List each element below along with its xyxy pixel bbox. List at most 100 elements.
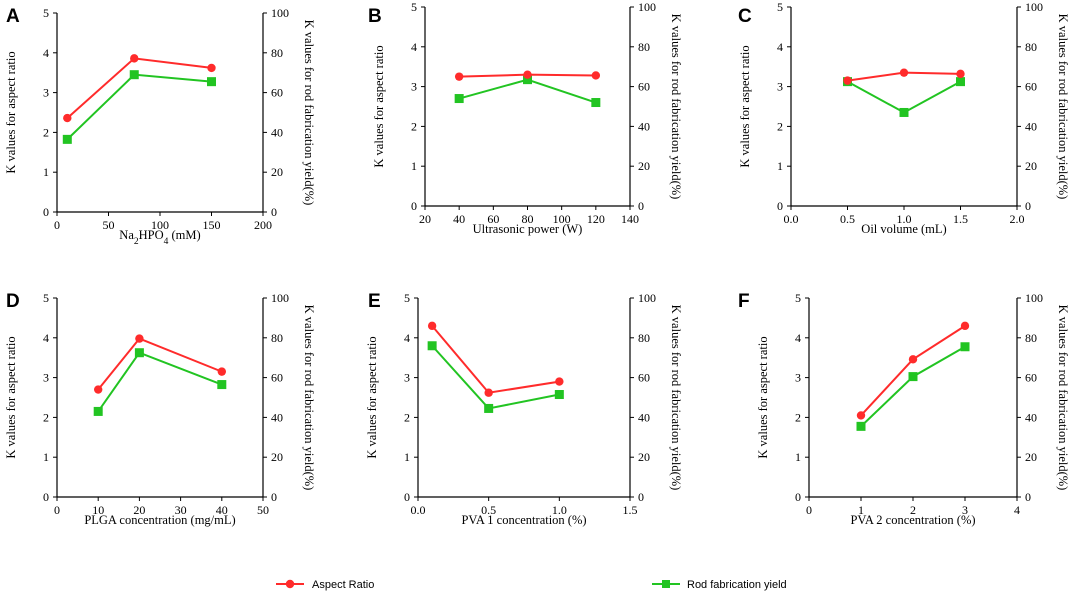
x-axis-title: PLGA concentration (mg/mL) (84, 513, 235, 527)
aspect-ratio-line (97, 337, 223, 391)
x-tick-label: 140 (621, 212, 639, 226)
legend-aspect-label: Aspect Ratio (312, 579, 374, 591)
y-tick-label: 4 (411, 40, 417, 54)
panel-letter: E (368, 291, 381, 312)
legend-yield-marker (662, 580, 670, 588)
y2-tick-label: 80 (1025, 331, 1037, 345)
x-tick-label: 200 (254, 218, 272, 232)
x-tick-label: 100 (553, 212, 571, 226)
y-tick-label: 4 (795, 331, 801, 345)
y2-tick-label: 20 (638, 450, 650, 464)
x-tick-label: 100 (151, 218, 169, 232)
y2-tick-label: 80 (271, 331, 283, 345)
x-tick-label: 50 (103, 218, 115, 232)
y-axis-title: K values for aspect ratio (4, 51, 18, 173)
yield-point (523, 75, 532, 85)
x-tick-label: 0 (54, 218, 60, 232)
y-axis-title: K values for aspect ratio (756, 336, 770, 458)
legend-yield-label: Rod fabrication yield (687, 579, 787, 591)
y2-tick-label: 40 (638, 410, 650, 424)
y-tick-label: 1 (43, 450, 49, 464)
x-tick-label: 20 (419, 212, 431, 226)
y-tick-label: 4 (43, 46, 49, 60)
legend: Aspect Ratio Rod fabrication yield (276, 579, 787, 591)
x-axis-title-part: 4 (164, 237, 169, 247)
y2-tick-label: 0 (271, 205, 277, 219)
x-tick-label: 3 (962, 503, 968, 517)
aspect-ratio-point (207, 63, 216, 73)
y2-tick-label: 100 (271, 291, 289, 305)
y2-tick-label: 60 (1025, 371, 1037, 385)
x-tick-label: 1.5 (953, 212, 968, 226)
x-tick-label: 0.0 (411, 503, 426, 517)
y-tick-label: 3 (411, 80, 417, 94)
yield-line (66, 73, 212, 141)
y2-tick-label: 60 (638, 80, 650, 94)
x-tick-label: 50 (257, 503, 269, 517)
y-tick-label: 5 (411, 0, 417, 14)
y2-tick-label: 0 (1025, 199, 1031, 213)
aspect-ratio-point (960, 321, 970, 331)
y-tick-label: 1 (795, 450, 801, 464)
x-tick-label: 2.0 (1010, 212, 1025, 226)
x-axis-title-part: 2 (134, 237, 139, 247)
y-tick-label: 3 (43, 86, 49, 100)
yield-point (427, 341, 437, 351)
aspect-ratio-point (555, 377, 564, 386)
y2-tick-label: 40 (1025, 410, 1037, 424)
y-axis-title: K values for aspect ratio (4, 336, 18, 458)
y2-axis-title: K values for rod fabrication yield(%) (302, 305, 316, 491)
x-tick-label: 0 (806, 503, 812, 517)
yield-line (847, 80, 961, 114)
y-tick-label: 1 (777, 159, 783, 173)
y-tick-label: 1 (404, 450, 410, 464)
yield-point (134, 348, 144, 358)
x-axis-title-part: Na (119, 228, 134, 242)
yield-point (129, 70, 139, 80)
y-tick-label: 3 (43, 371, 49, 385)
y-axis-title: K values for aspect ratio (365, 336, 379, 458)
y-tick-label: 0 (777, 199, 783, 213)
y2-tick-label: 20 (638, 159, 650, 173)
y-tick-label: 2 (43, 410, 49, 424)
aspect-ratio-point (523, 70, 532, 79)
x-tick-label: 20 (133, 503, 145, 517)
y-tick-label: 5 (404, 291, 410, 305)
x-tick-label: 40 (453, 212, 465, 226)
y2-tick-label: 40 (271, 125, 283, 139)
y-tick-label: 1 (43, 165, 49, 179)
yield-point (956, 77, 965, 87)
aspect-ratio-point (856, 411, 866, 420)
x-axis-title: Ultrasonic power (W) (473, 222, 583, 236)
y-tick-label: 4 (404, 331, 410, 345)
y-axis-title: K values for aspect ratio (738, 45, 752, 167)
y2-tick-label: 20 (271, 165, 283, 179)
y2-axis-title: K values for rod fabrication yield(%) (669, 14, 683, 200)
aspect-ratio-point (899, 68, 909, 77)
y-axis-title: K values for aspect ratio (372, 45, 386, 167)
x-tick-label: 1.5 (623, 503, 638, 517)
x-tick-label: 2 (910, 503, 916, 517)
x-tick-label: 4 (1014, 503, 1020, 517)
y2-tick-label: 60 (271, 371, 283, 385)
y-tick-label: 1 (411, 159, 417, 173)
y2-axis-title: K values for rod fabrication yield(%) (1056, 305, 1070, 491)
y2-tick-label: 40 (1025, 119, 1037, 133)
y2-tick-label: 100 (271, 6, 289, 20)
y-tick-label: 5 (795, 291, 801, 305)
panel-letter: D (6, 291, 20, 312)
x-tick-label: 0 (54, 503, 60, 517)
y2-tick-label: 60 (1025, 80, 1037, 94)
y-tick-label: 0 (411, 199, 417, 213)
y2-tick-label: 20 (271, 450, 283, 464)
aspect-ratio-point (591, 71, 601, 80)
aspect-ratio-point (427, 321, 437, 331)
y2-tick-label: 80 (1025, 40, 1037, 54)
y2-tick-label: 40 (638, 119, 650, 133)
x-tick-label: 0.5 (481, 503, 496, 517)
aspect-ratio-line (66, 57, 212, 119)
y2-axis-title: K values for rod fabrication yield(%) (302, 20, 316, 206)
x-tick-label: 80 (522, 212, 534, 226)
